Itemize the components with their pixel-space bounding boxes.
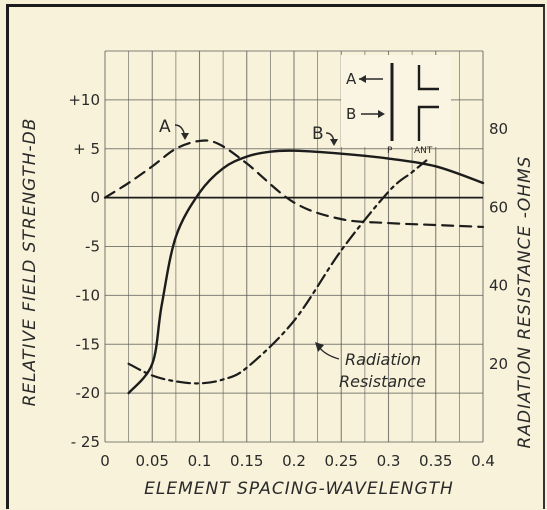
series-line-0 [103, 139, 485, 229]
x-tick-label: 0.3 [377, 452, 401, 470]
y-tick-label: -15 [76, 335, 101, 353]
series-line-1 [127, 149, 485, 395]
antenna-bottom-half [417, 105, 439, 141]
inset-arrowhead-a [359, 75, 366, 83]
inset-label-ant: ANT [414, 146, 433, 156]
y-axis-title: RELATIVE FIELD STRENGTH-DB [20, 118, 40, 407]
annotations: A B Radiation Resistance [159, 117, 426, 391]
annotation-a: A [159, 117, 171, 137]
inset-label-p: P [387, 146, 393, 156]
x-tick-label: 0.25 [325, 452, 358, 470]
y-tick-label: -20 [76, 384, 101, 402]
series-lines [103, 139, 485, 395]
y2-axis-title: RADIATION RESISTANCE -OHMS [515, 156, 535, 449]
inset-label-a: A [346, 70, 357, 88]
y2-tick-label: 60 [489, 198, 508, 216]
annotation-a-arrowhead [181, 133, 189, 140]
chart-frame: 0 0.05 0.1 0.15 0.2 0.25 0.3 0.35 0.4 +10 + 5 0 -5 -… [6, 4, 545, 509]
antenna-inset: A B P ANT [341, 55, 451, 156]
y-tick-label: + 5 [73, 140, 100, 158]
antenna-top-half [417, 65, 439, 91]
annotation-rr-line1: Radiation [345, 350, 421, 369]
annotation-rr-line2: Resistance [339, 372, 426, 391]
inset-background [341, 55, 451, 147]
x-tick-label: 0.15 [230, 452, 263, 470]
series-line-2 [127, 159, 428, 385]
inset-label-b: B [346, 105, 356, 123]
x-tick-label: 0 [100, 452, 110, 470]
y-tick-label: -5 [85, 238, 100, 256]
y2-tick-label: 80 [489, 120, 508, 138]
y2-tick-label: 40 [489, 277, 508, 295]
y2-tick-label: 20 [489, 355, 508, 373]
y-tick-label: 0 [90, 189, 100, 207]
annotation-b: B [312, 124, 324, 144]
y-tick-label: -10 [76, 286, 101, 304]
y2-tick-labels: 80 60 40 20 [489, 120, 508, 373]
x-tick-label: 0.2 [282, 452, 306, 470]
y-tick-label: - 25 [71, 433, 100, 451]
x-tick-label: 0.35 [419, 452, 452, 470]
inset-arrowhead-b [378, 110, 385, 118]
field-strength-chart: 0 0.05 0.1 0.15 0.2 0.25 0.3 0.35 0.4 +10 + 5 0 -5 -… [20, 50, 535, 499]
annotation-rr-pointer [318, 346, 340, 360]
annotation-rr-arrowhead [315, 342, 324, 352]
x-tick-label: 0.05 [136, 452, 169, 470]
y-tick-labels: +10 + 5 0 -5 -10 -15 -20 - 25 [68, 91, 100, 451]
x-tick-label: 0.1 [188, 452, 212, 470]
y-tick-label: +10 [68, 91, 100, 109]
x-axis-title: ELEMENT SPACING-WAVELENGTH [144, 479, 454, 499]
annotation-b-arrowhead [330, 139, 338, 146]
x-tick-labels: 0 0.05 0.1 0.15 0.2 0.25 0.3 0.35 0.4 [100, 452, 495, 470]
x-tick-label: 0.4 [471, 452, 495, 470]
